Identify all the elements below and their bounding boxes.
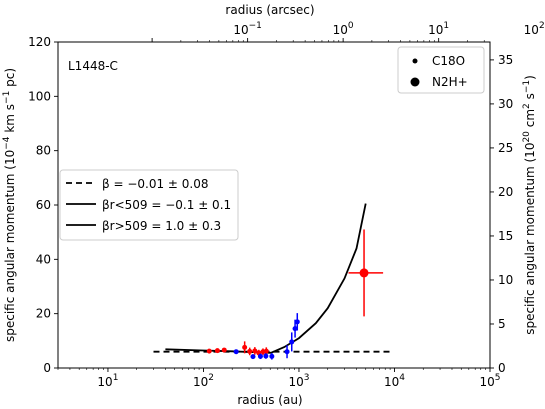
right-y-tick-label: 30 xyxy=(498,97,513,111)
x-tick-label: 104 xyxy=(384,373,405,389)
marker xyxy=(242,344,248,350)
marker xyxy=(214,348,220,354)
legend-markers: C18O N2H+ xyxy=(397,46,485,94)
top-x-tick-label: 10−1 xyxy=(233,21,262,37)
marker xyxy=(269,353,275,359)
legend-label: C18O xyxy=(432,54,465,68)
top-x-tick-label: 101 xyxy=(428,21,449,37)
x-tick-label: 105 xyxy=(479,373,500,389)
legend-label: N2H+ xyxy=(432,75,468,89)
top-x-axis-title: radius (arcsec) xyxy=(225,3,314,17)
marker xyxy=(252,348,258,354)
fit-line-3 xyxy=(270,203,367,354)
data-point xyxy=(250,354,256,360)
marker xyxy=(294,319,300,325)
data-point xyxy=(206,348,212,354)
marker xyxy=(221,347,227,353)
legend-marker xyxy=(412,58,418,64)
marker xyxy=(289,339,295,345)
data-point xyxy=(247,347,253,356)
y-tick-label: 0 xyxy=(43,361,51,375)
data-point xyxy=(284,345,290,359)
data-point xyxy=(263,353,269,359)
data-point xyxy=(348,229,384,317)
right-y-tick-label: 20 xyxy=(498,185,513,199)
y-tick-label: 120 xyxy=(28,35,51,49)
legend-label: β = −0.01 ± 0.08 xyxy=(102,177,209,191)
y-axis-title: specific angular momentum (10−4 km s−1 p… xyxy=(2,68,17,342)
legend-box xyxy=(397,46,485,94)
marker xyxy=(292,326,298,332)
data-point xyxy=(269,353,275,360)
legend-box xyxy=(59,169,239,241)
marker xyxy=(359,268,369,278)
marker xyxy=(263,353,269,359)
marker xyxy=(250,354,256,360)
data-point xyxy=(252,347,258,355)
x-tick-label: 101 xyxy=(97,373,118,389)
x-tick-label: 103 xyxy=(288,373,309,389)
marker xyxy=(263,348,269,354)
y-tick-label: 100 xyxy=(28,89,51,103)
data-point xyxy=(221,347,227,353)
data-point xyxy=(242,341,248,354)
marker xyxy=(257,353,263,359)
y-tick-label: 20 xyxy=(36,307,51,321)
data-point xyxy=(294,313,300,331)
marker xyxy=(206,348,212,354)
top-x-tick-label: 100 xyxy=(333,21,354,37)
right-y-tick-label: 0 xyxy=(498,361,506,375)
plot-area xyxy=(153,203,391,360)
right-y-tick-label: 10 xyxy=(498,273,513,287)
data-point xyxy=(289,332,295,352)
legend-lines: β = −0.01 ± 0.08 βr<509 = −0.1 ± 0.1 βr>50… xyxy=(59,169,239,241)
legend-label: βr<509 = −0.1 ± 0.1 xyxy=(102,198,231,212)
top-x-tick-label: 102 xyxy=(524,21,545,37)
legend-label: βr>509 = 1.0 ± 0.3 xyxy=(102,219,221,233)
right-y-tick-label: 15 xyxy=(498,229,513,243)
y-tick-label: 40 xyxy=(36,252,51,266)
legend-marker xyxy=(410,77,420,87)
y-tick-label: 80 xyxy=(36,144,51,158)
marker xyxy=(247,348,253,354)
right-y-tick-label: 35 xyxy=(498,53,513,67)
data-point xyxy=(214,348,220,354)
x-tick-label: 102 xyxy=(193,373,214,389)
marker xyxy=(233,349,239,355)
marker xyxy=(284,349,290,355)
right-y-tick-label: 25 xyxy=(498,141,513,155)
y-tick-label: 60 xyxy=(36,198,51,212)
data-point xyxy=(233,349,239,355)
x-axis-title: radius (au) xyxy=(237,393,302,407)
right-y-tick-label: 5 xyxy=(498,317,506,331)
data-point xyxy=(257,353,263,360)
panel-label: L1448-C xyxy=(68,59,118,73)
right-y-axis-title: specific angular momentum (1020 cm2 s−1) xyxy=(522,75,537,335)
